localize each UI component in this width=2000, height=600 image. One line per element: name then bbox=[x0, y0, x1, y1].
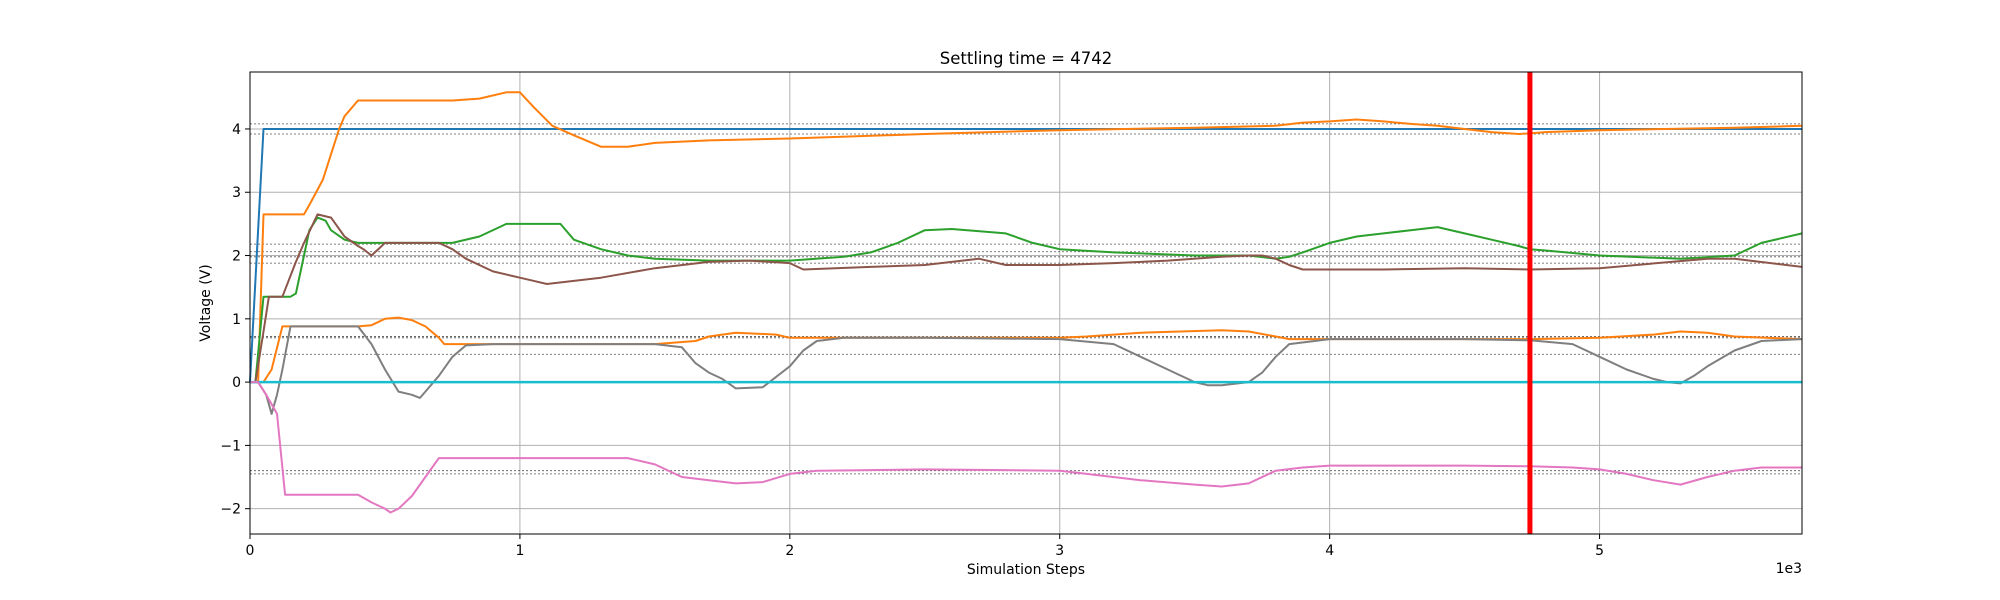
series-line bbox=[249, 128, 1802, 383]
y-tick-label: 2 bbox=[232, 249, 241, 265]
x-tick-label: 0 bbox=[246, 543, 255, 559]
x-tick-label: 2 bbox=[785, 543, 794, 559]
series-line bbox=[250, 216, 1803, 384]
y-tick-label: 3 bbox=[232, 185, 241, 201]
plot-frame bbox=[249, 71, 1803, 535]
x-tick-label: 1 bbox=[515, 543, 524, 559]
series-line bbox=[250, 381, 1802, 514]
y-tick-label: 0 bbox=[232, 375, 241, 391]
y-axis-label: Voltage (V) bbox=[198, 264, 214, 341]
x-tick-label: 4 bbox=[1325, 543, 1334, 559]
x-axis-scale-label: 1e3 bbox=[1776, 561, 1802, 577]
y-tick-label: 1 bbox=[232, 312, 241, 328]
series-layer bbox=[249, 91, 1803, 514]
series-line bbox=[250, 91, 1803, 384]
reference-lines-layer bbox=[250, 123, 1802, 475]
plot-area bbox=[250, 72, 1802, 534]
y-tick-label: 4 bbox=[232, 122, 241, 138]
y-tick-label: −1 bbox=[220, 438, 241, 454]
tick-layer: 0 1 2 3 4 5 −2 −1 0 1 2 3 4 bbox=[220, 122, 1604, 559]
x-axis-label: Simulation Steps bbox=[967, 562, 1085, 578]
x-tick-label: 3 bbox=[1055, 543, 1064, 559]
series-line bbox=[250, 213, 1803, 384]
x-tick-label: 5 bbox=[1595, 543, 1604, 559]
chart-title: Settling time = 4742 bbox=[940, 49, 1113, 68]
series-line bbox=[250, 325, 1803, 415]
y-tick-label: −2 bbox=[220, 502, 241, 518]
